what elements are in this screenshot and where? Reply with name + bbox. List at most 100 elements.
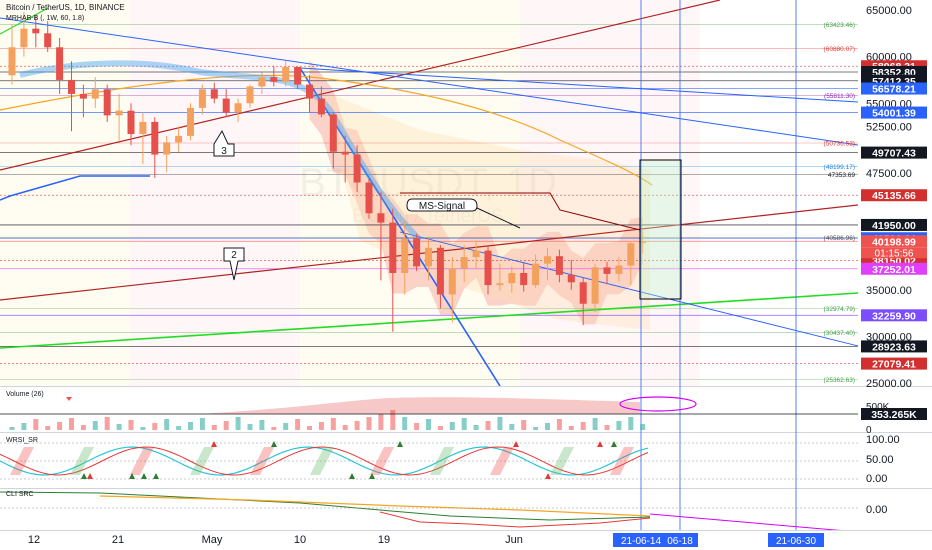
volume-bar[interactable] <box>378 414 384 430</box>
candle-body[interactable] <box>222 98 230 113</box>
price-tag[interactable] <box>861 189 927 202</box>
blue-resistance-line[interactable] <box>299 67 858 103</box>
candle-body[interactable] <box>151 121 159 155</box>
candle-series[interactable] <box>8 11 647 332</box>
volume-bar[interactable] <box>283 423 289 430</box>
candle-body[interactable] <box>460 257 468 269</box>
volume-bar[interactable] <box>128 420 134 430</box>
candle-body[interactable] <box>555 256 563 275</box>
volume-bar[interactable] <box>604 425 610 430</box>
candle-body[interactable] <box>294 66 302 85</box>
volume-bar[interactable] <box>533 427 539 430</box>
blue-descending-line[interactable] <box>0 17 858 146</box>
third-pane[interactable] <box>0 491 858 532</box>
volume-bar[interactable] <box>366 417 372 430</box>
volume-bar[interactable] <box>461 418 467 430</box>
volume-bar[interactable] <box>211 425 217 430</box>
candle-body[interactable] <box>282 66 290 82</box>
volume-bar[interactable] <box>592 418 598 430</box>
volume-bar[interactable] <box>152 423 158 430</box>
candle-body[interactable] <box>567 274 575 283</box>
candle-body[interactable] <box>425 247 432 267</box>
candle-body[interactable] <box>413 238 421 267</box>
candle-body[interactable] <box>448 268 456 295</box>
projection-box[interactable] <box>639 159 682 300</box>
volume-bar[interactable] <box>556 419 562 430</box>
candle-body[interactable] <box>127 110 135 135</box>
highlighted-date-tag[interactable] <box>613 533 669 547</box>
candle-body[interactable] <box>270 77 278 82</box>
candle-body[interactable] <box>484 250 492 286</box>
volume-bar[interactable] <box>580 422 586 430</box>
dark-red-step-line[interactable] <box>400 192 641 231</box>
candle-body[interactable] <box>579 282 587 304</box>
price-tag[interactable] <box>861 106 927 119</box>
volume-bar[interactable] <box>318 422 324 430</box>
price-axis[interactable]: 65000.0060000.0055000.0052500.0047500.00… <box>861 5 927 390</box>
volume-bar[interactable] <box>414 423 420 430</box>
candle-body[interactable] <box>187 107 194 136</box>
candle-body[interactable] <box>353 154 361 183</box>
volume-bar[interactable] <box>9 427 15 430</box>
volume-bar[interactable] <box>616 421 622 430</box>
indicator-title[interactable]: MRHAB-B (, 1W, 60, 1.8) <box>6 15 84 22</box>
candle-body[interactable] <box>44 33 52 48</box>
volume-bar[interactable] <box>437 426 443 430</box>
volume-bar[interactable] <box>545 423 550 430</box>
candle-body[interactable] <box>210 89 218 99</box>
candle-body[interactable] <box>329 114 337 152</box>
volume-bar[interactable] <box>21 423 27 430</box>
candle-body[interactable] <box>544 256 551 264</box>
volume-bar[interactable] <box>485 421 491 430</box>
candle-body[interactable] <box>20 28 28 48</box>
volume-bar[interactable] <box>176 426 182 430</box>
volume-bar[interactable] <box>342 425 348 430</box>
volume-bar[interactable] <box>426 419 431 430</box>
volume-bar[interactable] <box>449 422 455 430</box>
candle-body[interactable] <box>163 142 171 155</box>
ms-signal-callout[interactable]: MS-Signal <box>406 198 521 229</box>
wave-3-callout[interactable]: 3 <box>213 129 235 157</box>
volume-bar[interactable] <box>247 424 253 430</box>
volume-bar[interactable] <box>116 424 122 430</box>
volume-bar[interactable] <box>80 425 86 430</box>
volume-bar[interactable] <box>354 421 360 430</box>
volume-pane[interactable] <box>0 397 858 430</box>
candle-body[interactable] <box>496 283 504 286</box>
candle-body[interactable] <box>258 77 266 87</box>
candle-body[interactable] <box>79 93 87 99</box>
volume-bar[interactable] <box>92 421 98 430</box>
price-tag[interactable] <box>861 218 927 231</box>
candle-body[interactable] <box>520 272 528 286</box>
volume-bar[interactable] <box>640 424 646 430</box>
candle-body[interactable] <box>377 213 385 223</box>
volume-bar[interactable] <box>223 421 229 430</box>
wrsi-line[interactable] <box>0 446 649 476</box>
volume-bar[interactable] <box>33 419 39 430</box>
candle-body[interactable] <box>115 110 123 116</box>
volume-bar[interactable] <box>521 420 527 430</box>
volume-bar[interactable] <box>473 425 479 430</box>
volume-bar[interactable] <box>69 418 74 430</box>
candle-body[interactable] <box>103 89 111 116</box>
price-tag[interactable] <box>861 235 927 248</box>
volume-bar[interactable] <box>568 426 574 430</box>
candle-body[interactable] <box>139 121 147 135</box>
candle-body[interactable] <box>615 265 623 274</box>
volume-bar[interactable] <box>104 417 110 430</box>
candle-body[interactable] <box>91 89 99 99</box>
candle-body[interactable] <box>68 79 75 94</box>
volume-bar[interactable] <box>57 422 63 430</box>
time-axis[interactable]: 12 21 May 10 19 Jun 21-06-14 06-18 21-06-30 <box>28 533 824 547</box>
wrsi-signal-line[interactable] <box>0 446 649 476</box>
price-tag[interactable] <box>861 262 927 275</box>
candle-body[interactable] <box>56 47 64 80</box>
candle-body[interactable] <box>32 28 40 34</box>
red-channel-line[interactable] <box>0 0 721 171</box>
volume-bar[interactable] <box>235 417 241 430</box>
price-tag[interactable] <box>861 82 927 95</box>
candle-body[interactable] <box>401 238 409 273</box>
volume-bar[interactable] <box>295 419 301 430</box>
price-tag[interactable] <box>861 309 927 322</box>
candle-body[interactable] <box>365 182 373 214</box>
